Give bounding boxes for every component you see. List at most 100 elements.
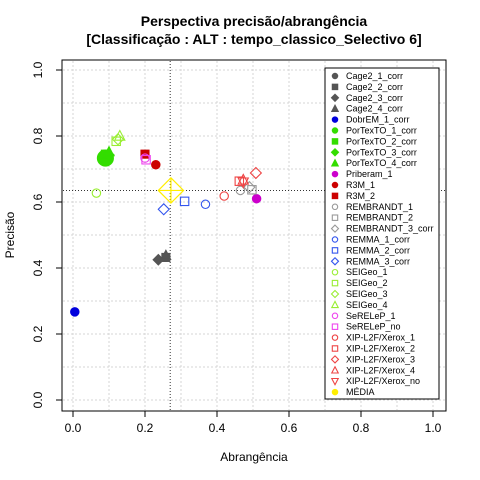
- legend-label: REMBRANDT_3_corr: [346, 224, 434, 234]
- legend-label: REMMA_1_corr: [346, 235, 410, 245]
- legend-marker: [331, 138, 339, 145]
- data-point: [219, 191, 229, 201]
- y-tick-label: 0.6: [31, 193, 45, 210]
- legend-marker: [331, 72, 339, 80]
- data-point: [103, 145, 115, 157]
- legend-label: XIP-L2F/Xerox_2: [346, 344, 415, 354]
- legend-marker: [331, 388, 339, 396]
- legend-label: SEIGeo_1: [346, 267, 388, 277]
- legend-label: XIP-L2F/Xerox_1: [346, 333, 415, 343]
- data-point: [237, 173, 250, 185]
- x-tick-label: 0.2: [137, 421, 154, 435]
- plot-frame: [61, 59, 447, 412]
- legend-marker: [330, 158, 340, 167]
- data-point: [234, 176, 245, 186]
- data-point: [179, 196, 190, 207]
- legend-marker: [330, 300, 340, 309]
- legend-marker: [331, 279, 339, 287]
- data-point: [237, 177, 250, 189]
- data-point: [151, 159, 161, 170]
- data-point: [113, 129, 126, 141]
- x-tick-label: 0.0: [65, 421, 82, 435]
- legend-marker: [330, 257, 340, 266]
- y-tick-label: 0.2: [31, 325, 45, 342]
- legend-marker: [330, 93, 340, 103]
- axis-ticks: 0.0 0.2 0.4 0.6 0.8 1.0 0.0 0.2 0.4 0.6 0.8 1.0: [31, 61, 442, 435]
- data-point: [243, 180, 256, 194]
- legend-marker: [331, 247, 339, 254]
- legend-marker: [331, 83, 339, 91]
- legend-label: R3M_2: [346, 191, 375, 201]
- legend-marker: [331, 116, 339, 123]
- legend-marker: [331, 312, 339, 320]
- legend-marker: [330, 224, 340, 233]
- data-point: [157, 177, 185, 204]
- x-tick-label: 0.4: [209, 421, 226, 435]
- legend-marker: [331, 236, 339, 243]
- legend-marker: [330, 104, 340, 112]
- y-tick-label: 0.4: [31, 259, 45, 276]
- legend-marker: [330, 148, 340, 157]
- legend-label: REMMA_2_corr: [346, 245, 410, 255]
- y-tick-label: 0.0: [31, 391, 45, 408]
- legend-marker: [331, 345, 339, 352]
- legend-label: MÉDIA: [346, 387, 375, 397]
- data-point: [91, 188, 102, 198]
- data-point: [140, 153, 150, 163]
- legend-marker: [331, 214, 339, 221]
- data-point: [160, 249, 172, 261]
- legend: Cage2_1_corrCage2_2_corrCage2_3_corrCage…: [324, 67, 440, 400]
- legend-label: Cage2_4_corr: [346, 104, 403, 114]
- data-point: [235, 185, 246, 196]
- x-tick-label: 0.6: [281, 421, 298, 435]
- legend-label: Priberam_1: [346, 169, 393, 179]
- legend-marker: [331, 181, 339, 189]
- y-axis-label: Precisão: [3, 211, 17, 258]
- legend-label: XIP-L2F/Xerox_4: [346, 365, 415, 375]
- legend-label: R3M_1: [346, 180, 375, 190]
- legend-label: PorTexTO_1_corr: [346, 126, 417, 136]
- legend-label: PorTexTO_2_corr: [346, 136, 417, 146]
- x-tick-label: 0.8: [353, 421, 370, 435]
- y-tick-label: 0.8: [31, 127, 45, 144]
- data-point: [249, 166, 263, 180]
- legend-marker: [331, 268, 339, 276]
- legend-label: REMBRANDT_2: [346, 213, 413, 223]
- legend-label: PorTexTO_4_corr: [346, 158, 417, 168]
- legend-marker: [331, 323, 339, 330]
- data-point: [251, 193, 262, 204]
- data-point: [200, 199, 211, 210]
- legend-marker: [330, 377, 340, 386]
- legend-marker: [330, 365, 340, 374]
- legend-label: PorTexTO_3_corr: [346, 147, 417, 157]
- y-tick-label: 1.0: [31, 61, 45, 78]
- legend-marker: [331, 127, 339, 134]
- legend-label: SeRELeP_no: [346, 322, 401, 332]
- legend-label: REMMA_3_corr: [346, 256, 410, 266]
- chart-subtitle: [Classificação : ALT : tempo_classico_Se…: [86, 31, 421, 47]
- legend-label: Cage2_2_corr: [346, 82, 403, 92]
- legend-label: REMBRANDT_1: [346, 202, 413, 212]
- data-point: [247, 185, 257, 195]
- legend-marker: [331, 334, 339, 341]
- legend-marker: [331, 203, 339, 211]
- x-axis-label: Abrangência: [220, 450, 288, 464]
- legend-marker: [331, 192, 339, 200]
- legend-label: SEIGeo_4: [346, 300, 388, 310]
- legend-label: SeRELeP_1: [346, 311, 396, 321]
- chart-title: Perspectiva precisão/abrangência: [141, 13, 368, 29]
- legend-box: [324, 67, 440, 400]
- data-points: [70, 129, 263, 317]
- data-point: [70, 307, 80, 317]
- legend-label: DobrEM_1_corr: [346, 115, 410, 125]
- data-point: [157, 203, 170, 216]
- legend-label: SEIGeo_2: [346, 278, 388, 288]
- legend-label: XIP-L2F/Xerox_3: [346, 354, 415, 364]
- legend-label: XIP-L2F/Xerox_no: [346, 376, 420, 386]
- x-tick-label: 1.0: [425, 421, 442, 435]
- data-point: [141, 155, 151, 165]
- legend-label: Cage2_1_corr: [346, 71, 403, 81]
- legend-marker: [330, 355, 340, 364]
- legend-label: SEIGeo_3: [346, 289, 388, 299]
